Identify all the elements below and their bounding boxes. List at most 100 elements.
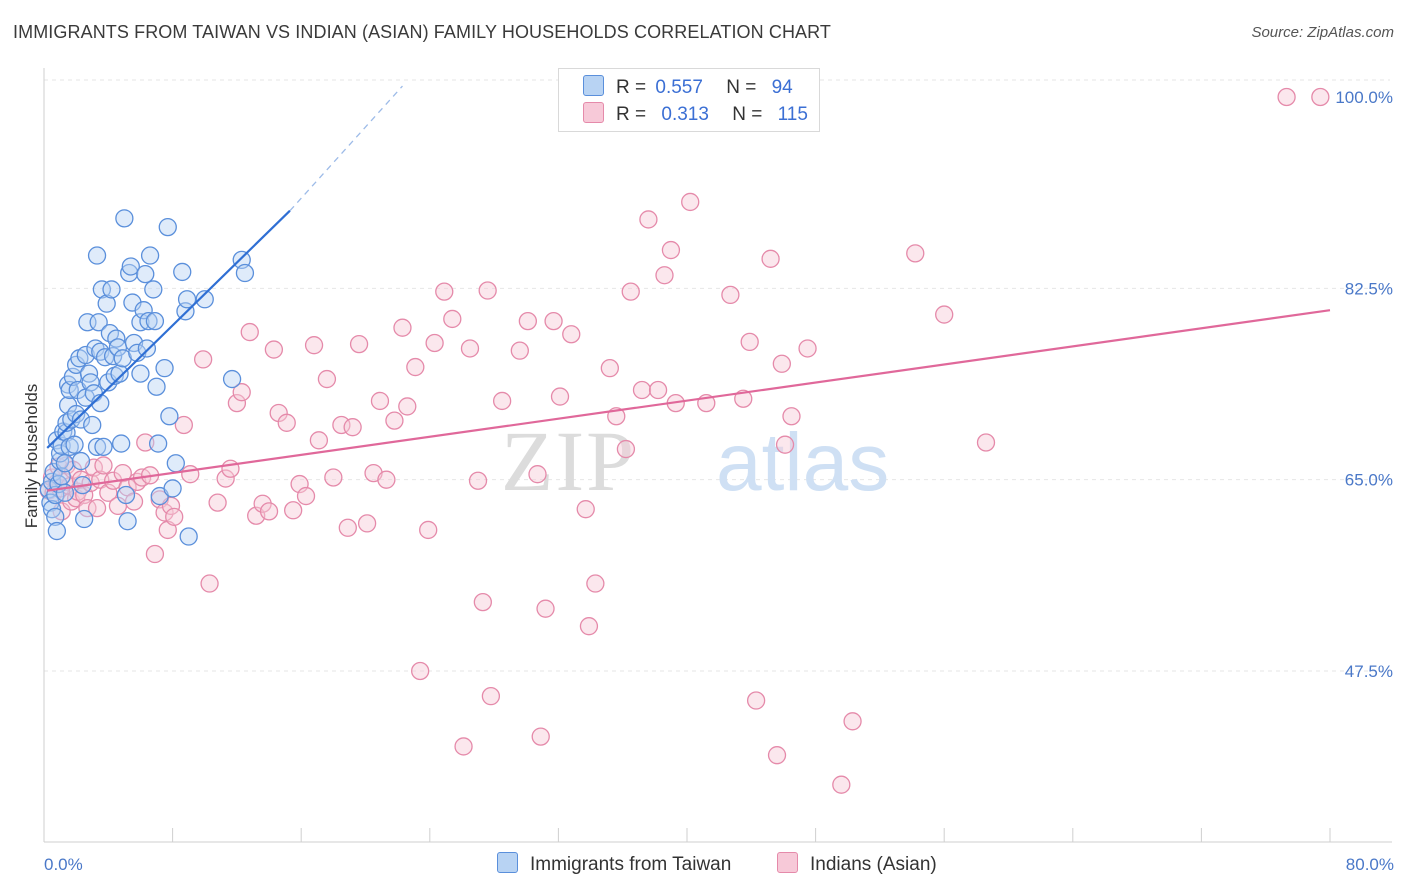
watermark: ZIP atlas (501, 413, 889, 509)
data-point-indians (216, 469, 235, 488)
data-point-taiwan (120, 263, 139, 283)
data-point-taiwan (148, 434, 168, 453)
data-point-indians (406, 357, 425, 377)
data-point-taiwan (71, 410, 91, 429)
data-point-taiwan (173, 262, 192, 282)
data-point-indians (264, 340, 284, 359)
data-point-taiwan (166, 454, 185, 473)
data-point-indians (443, 309, 462, 329)
data-point-taiwan (50, 444, 70, 463)
data-point-indians (232, 383, 251, 402)
data-point-indians (284, 501, 303, 520)
data-point-indians (740, 332, 759, 352)
data-point-indians (460, 339, 480, 358)
data-point-indians (510, 341, 529, 360)
x-tick-label: 80.0% (1346, 855, 1394, 874)
data-point-taiwan (136, 264, 155, 284)
data-point-indians (536, 599, 555, 618)
data-point-indians (78, 498, 97, 518)
data-point-indians (277, 413, 296, 432)
data-point-taiwan (65, 435, 84, 454)
data-point-taiwan (163, 479, 182, 498)
data-point-indians (411, 661, 430, 681)
data-point-indians (473, 592, 492, 612)
data-point-indians (145, 544, 165, 564)
data-point-indians (113, 463, 132, 483)
data-point-indians (435, 282, 454, 301)
watermark-zip: ZIP (501, 413, 636, 509)
data-point-taiwan (47, 521, 67, 541)
data-point-indians (562, 325, 581, 344)
data-point-indians (655, 266, 674, 285)
watermark-atlas: atlas (716, 417, 889, 508)
data-point-indians (661, 240, 681, 260)
data-point-indians (454, 737, 473, 756)
data-point-indians (221, 459, 240, 478)
data-point-indians (332, 415, 351, 435)
stats-legend: R = 0.557 N = 94 R = 0.313 N = 115 (558, 68, 820, 132)
data-point-indians (338, 518, 357, 537)
bottom-legend-taiwan: Immigrants from Taiwan (497, 852, 731, 876)
data-point-taiwan (145, 311, 165, 331)
data-point-indians (579, 617, 599, 636)
data-point-indians (393, 318, 412, 337)
data-point-taiwan (87, 437, 107, 457)
data-point-indians (357, 514, 377, 533)
data-point-indians (349, 334, 369, 354)
data-point-indians (775, 435, 795, 454)
data-point-taiwan (121, 257, 140, 276)
data-point-taiwan (81, 373, 100, 392)
data-point-taiwan (94, 437, 113, 457)
legend-row-indians: R = 0.313 N = 115 (583, 102, 808, 126)
data-point-indians (531, 727, 550, 746)
data-point-indians (616, 439, 636, 459)
data-point-indians (586, 574, 605, 593)
trend-line-indians (47, 309, 1331, 492)
data-point-taiwan (179, 527, 198, 546)
data-point-indians (240, 322, 259, 342)
data-point-indians (259, 502, 279, 521)
data-point-indians (518, 311, 538, 331)
data-point-indians (94, 456, 113, 475)
data-point-taiwan (75, 509, 94, 529)
data-point-indians (174, 415, 194, 435)
data-point-taiwan (89, 313, 108, 332)
data-point-taiwan (55, 454, 75, 473)
data-point-indians (761, 249, 780, 268)
data-point-taiwan (147, 377, 166, 396)
legend-n-label: N = (726, 77, 757, 98)
data-point-indians (639, 210, 658, 229)
data-point-indians (544, 311, 563, 331)
data-point-taiwan (92, 280, 112, 299)
series-taiwan-points (39, 209, 255, 546)
data-point-taiwan (139, 311, 158, 331)
y-tick-label: 65.0% (1345, 471, 1393, 490)
data-point-indians (648, 380, 668, 400)
data-point-indians (772, 354, 791, 373)
data-point-taiwan (140, 246, 160, 265)
data-point-indians (468, 471, 488, 490)
y-tick-label: 82.5% (1345, 279, 1393, 298)
data-point-taiwan (115, 209, 134, 228)
data-point-taiwan (112, 434, 131, 453)
data-point-taiwan (137, 339, 157, 358)
data-point-taiwan (235, 263, 255, 283)
data-point-indians (136, 433, 155, 452)
data-point-taiwan (87, 246, 107, 265)
data-point-taiwan (160, 407, 179, 426)
data-point-indians (343, 418, 362, 437)
data-point-taiwan (67, 404, 86, 424)
data-point-taiwan (134, 301, 153, 320)
bottom-legend-label-taiwan: Immigrants from Taiwan (530, 854, 732, 875)
data-point-indians (304, 336, 324, 355)
data-point-indians (798, 339, 817, 358)
data-point-indians (208, 493, 227, 512)
data-point-taiwan (177, 290, 197, 309)
data-point-indians (935, 305, 954, 324)
series-indians-points (39, 87, 1330, 794)
data-point-indians (832, 775, 851, 794)
data-point-taiwan (97, 294, 116, 313)
legend-n-label: N = (732, 104, 763, 125)
legend-r-label: R = (616, 104, 647, 125)
